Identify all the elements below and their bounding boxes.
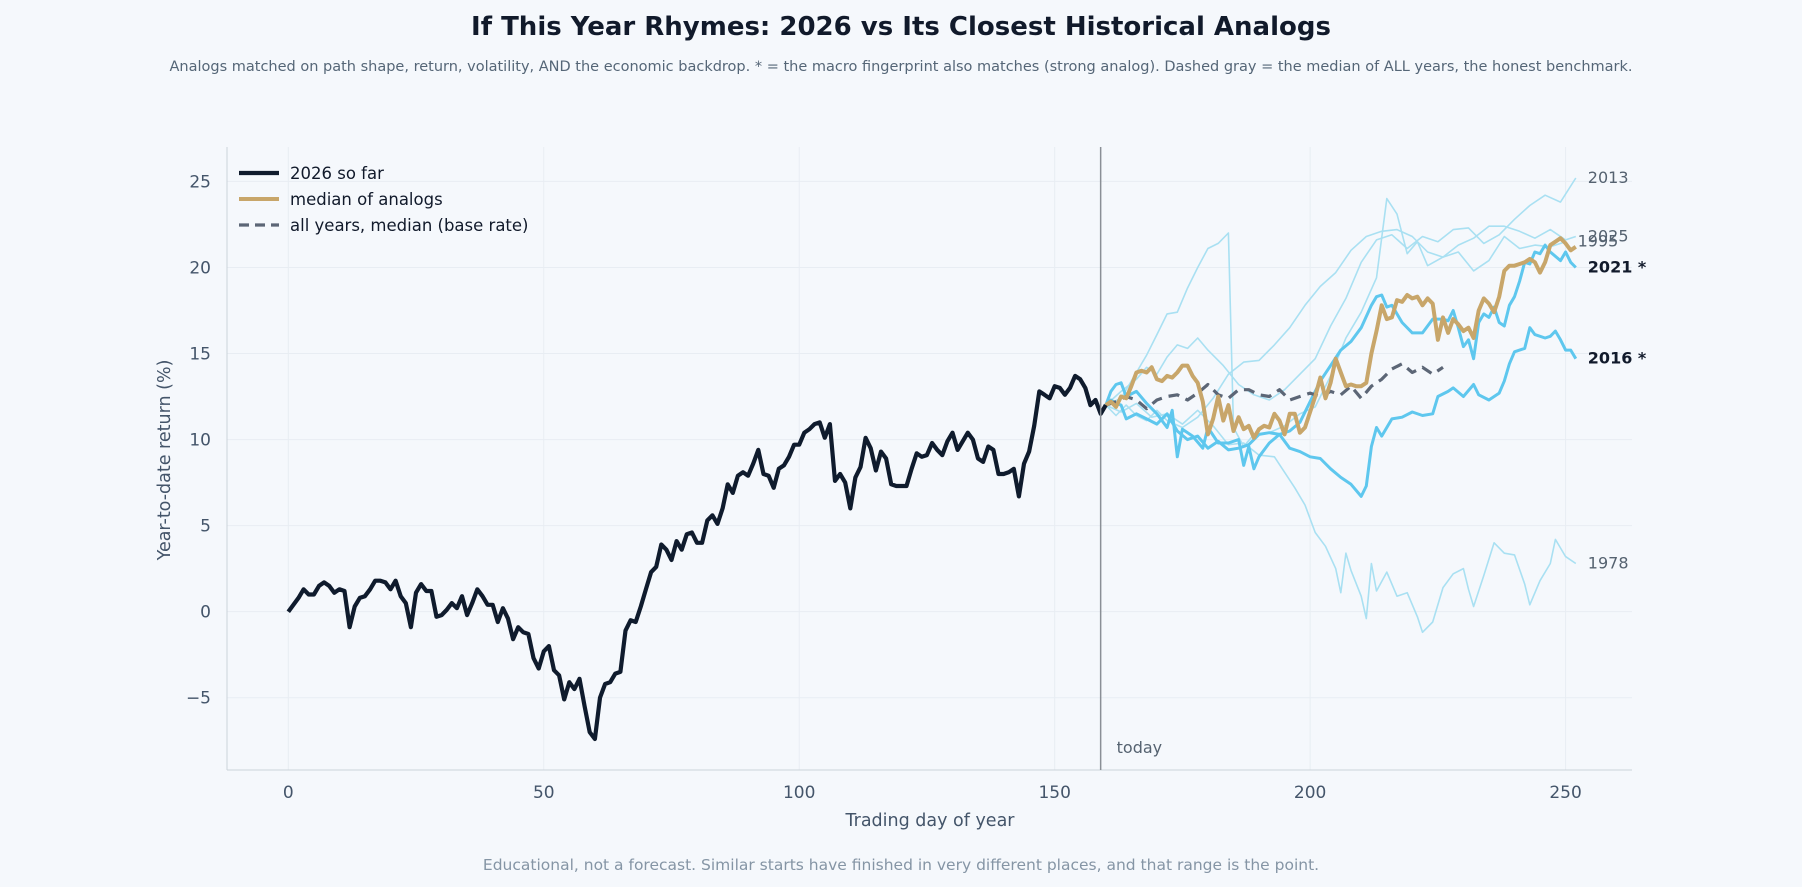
analog-line-2016 xyxy=(1104,326,1578,498)
analog-line-2013 xyxy=(1105,177,1577,406)
x-tick-label: 50 xyxy=(533,783,555,803)
analog-line-2021 xyxy=(1104,243,1577,471)
y-tick-label: 5 xyxy=(200,517,211,537)
legend: 2026 so far median of analogs all years, m… xyxy=(239,164,529,235)
legend-label: 2026 so far xyxy=(290,164,384,183)
y-axis-label: Year-to-date return (%) xyxy=(155,360,175,562)
x-tick-label: 0 xyxy=(283,783,294,803)
x-axis-label: Trading day of year xyxy=(845,811,1016,831)
y-tick-labels: −5 0 5 10 15 20 25 xyxy=(186,172,211,708)
y-tick-label: 20 xyxy=(189,258,211,278)
end-label-2021: 2021 * xyxy=(1588,257,1647,276)
median-analogs-series xyxy=(1104,236,1577,440)
y-tick-label: 10 xyxy=(189,431,211,451)
x-tick-label: 250 xyxy=(1549,783,1581,803)
analog-line-1995 xyxy=(1105,197,1566,448)
end-label-2025: 2025 xyxy=(1588,226,1629,245)
legend-label: median of analogs xyxy=(290,190,443,209)
x-tick-label: 100 xyxy=(783,783,815,803)
y-tick-label: 25 xyxy=(189,172,211,192)
end-label-2016: 2016 * xyxy=(1588,349,1647,368)
plot-frame xyxy=(226,147,1632,771)
end-label-2013: 2013 xyxy=(1588,168,1629,187)
chart-subtitle: Analogs matched on path shape, return, v… xyxy=(170,59,1633,75)
x-tick-label: 150 xyxy=(1038,783,1070,803)
y-tick-label: 0 xyxy=(200,603,211,623)
legend-label: all years, median (base rate) xyxy=(290,216,529,235)
today-marker: today xyxy=(1099,147,1163,770)
chart-title: If This Year Rhymes: 2026 vs Its Closest… xyxy=(471,12,1331,42)
footnote: Educational, not a forecast. Similar sta… xyxy=(483,856,1319,874)
grid-lines xyxy=(227,147,1632,770)
analog-series xyxy=(1104,177,1578,634)
x-tick-labels: 0 50 100 150 200 250 xyxy=(283,783,1582,803)
base-rate-series xyxy=(1105,362,1444,411)
y-tick-label: −5 xyxy=(186,689,211,709)
y-tick-label: 15 xyxy=(189,345,211,365)
end-label-1995: 1995 xyxy=(1578,232,1619,251)
current-year-series xyxy=(286,373,1108,742)
plot-background xyxy=(227,147,1632,770)
current-year-line xyxy=(286,373,1108,742)
analog-line-1978 xyxy=(1105,402,1577,634)
today-label: today xyxy=(1117,738,1163,757)
x-tick-label: 200 xyxy=(1294,783,1326,803)
base-rate-line xyxy=(1105,362,1444,411)
end-label-1978: 1978 xyxy=(1588,553,1629,572)
median-analogs-line xyxy=(1104,236,1577,440)
